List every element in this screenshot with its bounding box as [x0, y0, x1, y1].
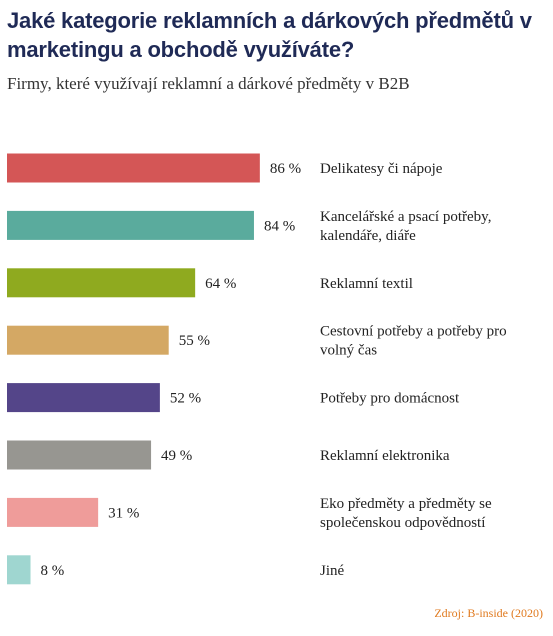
- bar-7: [7, 497, 99, 527]
- chart-subtitle: Firmy, které využívají reklamní a dárkov…: [7, 74, 410, 93]
- bar-4: [7, 325, 169, 355]
- value-label-3: 64 %: [205, 276, 236, 292]
- value-label-2: 84 %: [264, 218, 295, 234]
- category-label-2: Kancelářské a psací potřeby, kalendáře, d…: [320, 209, 491, 244]
- bar-8: [7, 555, 31, 585]
- value-label-7: 31 %: [108, 505, 139, 521]
- bar-5: [7, 383, 160, 413]
- value-label-6: 49 %: [161, 448, 192, 464]
- value-label-8: 8 %: [41, 563, 65, 579]
- value-label-5: 52 %: [170, 391, 201, 407]
- category-label-6: Reklamní elektronika: [320, 448, 450, 464]
- bar-3: [7, 268, 196, 298]
- category-label-4: Cestovní potřeby a potřeby pro volný čas: [320, 324, 507, 359]
- chart-title: Jaké kategorie reklamních a dárkových př…: [7, 8, 532, 62]
- category-label-5: Potřeby pro domácnost: [320, 391, 460, 407]
- category-label-1: Delikatesy či nápoje: [320, 161, 443, 177]
- bar-6: [7, 440, 152, 470]
- bar-1: [7, 153, 260, 183]
- bar-2: [7, 210, 254, 240]
- value-label-4: 55 %: [179, 333, 210, 349]
- value-label-1: 86 %: [270, 161, 301, 177]
- source-note: Zdroj: B-inside (2020): [434, 606, 543, 620]
- category-label-8: Jiné: [320, 563, 345, 579]
- category-label-3: Reklamní textil: [320, 276, 413, 292]
- category-label-7: Eko předměty a předměty se společenskou o…: [320, 496, 492, 531]
